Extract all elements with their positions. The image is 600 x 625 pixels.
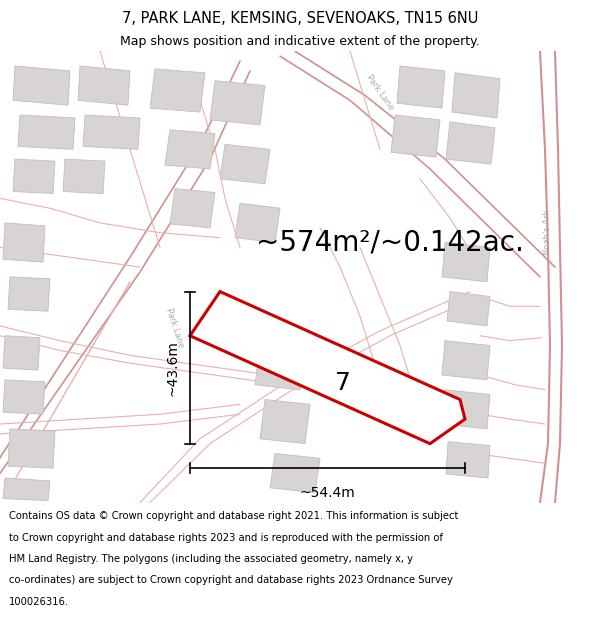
Polygon shape <box>8 429 55 468</box>
Text: co-ordinates) are subject to Crown copyright and database rights 2023 Ordnance S: co-ordinates) are subject to Crown copyr… <box>9 576 453 586</box>
Text: ~43.6m: ~43.6m <box>166 339 180 396</box>
Polygon shape <box>165 130 215 169</box>
Text: 7, PARK LANE, KEMSING, SEVENOAKS, TN15 6NU: 7, PARK LANE, KEMSING, SEVENOAKS, TN15 6… <box>122 11 478 26</box>
Polygon shape <box>260 399 310 444</box>
Polygon shape <box>235 203 280 242</box>
Polygon shape <box>13 66 70 105</box>
Polygon shape <box>18 115 75 149</box>
Polygon shape <box>210 81 265 125</box>
Polygon shape <box>442 242 490 282</box>
Polygon shape <box>170 189 215 228</box>
Polygon shape <box>442 390 490 429</box>
Polygon shape <box>446 442 490 478</box>
Polygon shape <box>78 66 130 105</box>
Polygon shape <box>442 341 490 380</box>
Polygon shape <box>452 73 500 118</box>
Text: 7: 7 <box>335 371 351 395</box>
Polygon shape <box>270 454 320 493</box>
Text: to Crown copyright and database rights 2023 and is reproduced with the permissio: to Crown copyright and database rights 2… <box>9 532 443 542</box>
Text: Noah's Ark: Noah's Ark <box>542 210 551 256</box>
Text: Map shows position and indicative extent of the property.: Map shows position and indicative extent… <box>120 35 480 48</box>
Polygon shape <box>3 380 45 414</box>
Polygon shape <box>220 144 270 184</box>
Polygon shape <box>8 277 50 311</box>
Polygon shape <box>63 159 105 194</box>
Polygon shape <box>190 292 465 444</box>
Text: Park Lane: Park Lane <box>164 307 185 349</box>
Text: ~54.4m: ~54.4m <box>299 486 355 500</box>
Polygon shape <box>3 336 40 370</box>
Polygon shape <box>150 69 205 112</box>
Polygon shape <box>446 122 495 164</box>
Polygon shape <box>13 159 55 194</box>
Polygon shape <box>3 223 45 262</box>
Polygon shape <box>397 66 445 108</box>
Text: Park Lane: Park Lane <box>364 73 395 112</box>
Polygon shape <box>255 346 305 390</box>
Polygon shape <box>447 292 490 326</box>
Text: Contains OS data © Crown copyright and database right 2021. This information is : Contains OS data © Crown copyright and d… <box>9 511 458 521</box>
Polygon shape <box>391 115 440 158</box>
Text: HM Land Registry. The polygons (including the associated geometry, namely x, y: HM Land Registry. The polygons (includin… <box>9 554 413 564</box>
Polygon shape <box>83 115 140 149</box>
Text: ~574m²/~0.142ac.: ~574m²/~0.142ac. <box>256 229 524 256</box>
Polygon shape <box>3 478 50 501</box>
Text: 100026316.: 100026316. <box>9 597 69 607</box>
